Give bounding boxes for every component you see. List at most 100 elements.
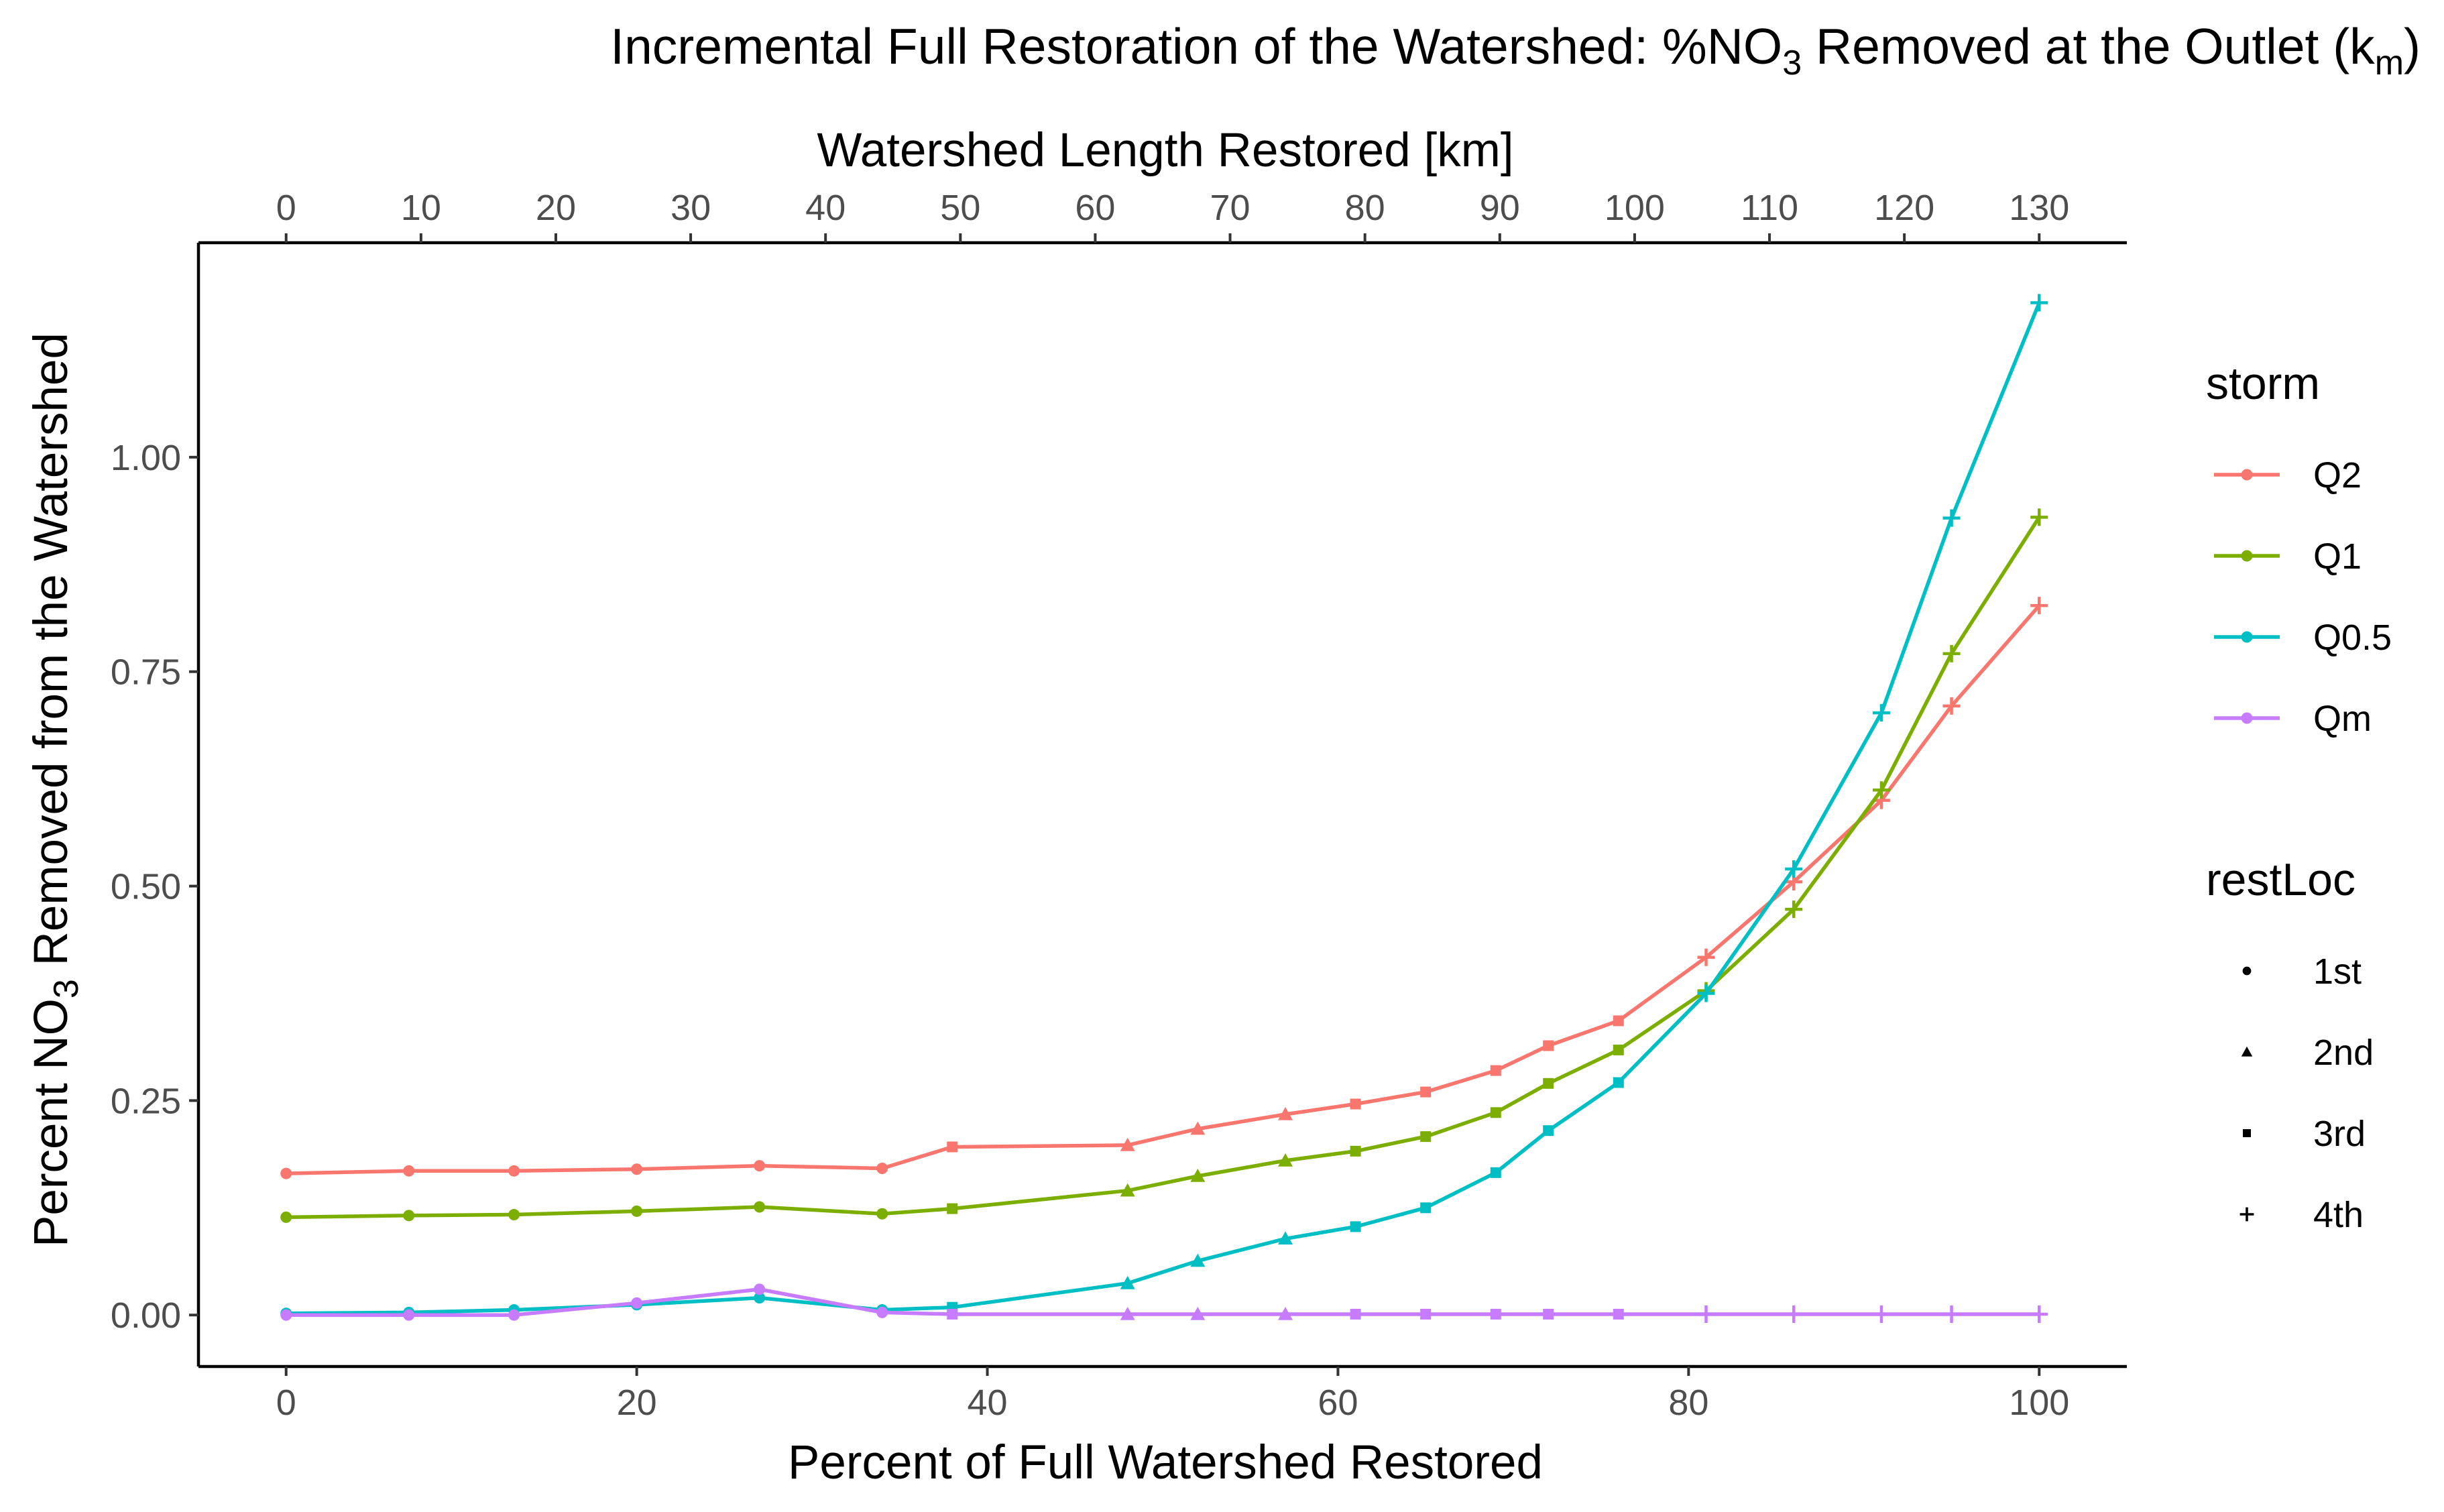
legend-item-q1: Q1 [2214, 536, 2362, 577]
x2-tick-label: 50 [940, 188, 980, 228]
y-tick-label: 0.00 [111, 1295, 181, 1336]
series-line [284, 515, 2042, 1220]
legend-label: 3rd [2313, 1114, 2366, 1154]
data-point [754, 1160, 766, 1172]
legend-item-4th: 4th [2239, 1195, 2364, 1235]
legend-shape-circle [2242, 966, 2252, 976]
x2-tick-label: 130 [2009, 188, 2069, 228]
x2-tick-label: 30 [671, 188, 711, 228]
legend-item-1st: 1st [2242, 951, 2362, 992]
data-point [1120, 1306, 1135, 1320]
x-tick-label: 40 [968, 1383, 1008, 1423]
data-point [403, 1165, 415, 1177]
data-point [1613, 1077, 1624, 1088]
data-point [1785, 900, 1803, 919]
x2-tick-label: 40 [805, 188, 846, 228]
data-point [280, 1309, 292, 1321]
data-point [1278, 1306, 1293, 1320]
data-point [1697, 948, 1715, 966]
legend-key-point [2241, 631, 2253, 643]
series-line [284, 1287, 2042, 1317]
data-point [1278, 1106, 1293, 1120]
x-tick-label: 60 [1318, 1383, 1358, 1423]
x2-tick-label: 120 [1874, 188, 1934, 228]
x-tick-label: 100 [2009, 1383, 2069, 1423]
legend-label: Q0.5 [2313, 618, 2392, 658]
data-point [2030, 1305, 2048, 1323]
x-axis-title: Percent of Full Watershed Restored [788, 1436, 1543, 1489]
legend-label: 4th [2313, 1195, 2364, 1235]
legend-item-q0-5: Q0.5 [2214, 618, 2392, 658]
legend-shape-triangle [2241, 1046, 2253, 1057]
data-point [1190, 1121, 1206, 1135]
data-point [1942, 509, 1961, 527]
data-point [1613, 1044, 1624, 1055]
data-point [947, 1203, 958, 1214]
legend-key-point [2241, 712, 2253, 724]
data-point [631, 1163, 643, 1175]
series-q1 [280, 508, 2048, 1223]
plot-area [280, 294, 2048, 1323]
data-point [2030, 294, 2048, 312]
legend-item-2nd: 2nd [2241, 1033, 2374, 1073]
data-point [876, 1162, 888, 1174]
data-point [631, 1205, 643, 1217]
data-point [1350, 1145, 1361, 1157]
data-point [1785, 1305, 1803, 1323]
legend-title-restloc: restLoc [2206, 854, 2355, 905]
data-point [1872, 781, 1890, 799]
data-point [1190, 1253, 1206, 1267]
data-point [1613, 1015, 1624, 1027]
data-point [508, 1165, 520, 1177]
data-point [1697, 984, 1715, 1002]
data-point [280, 1167, 292, 1179]
y-tick-label: 0.25 [111, 1081, 181, 1121]
legend-shape-group [2241, 1046, 2253, 1057]
data-point [1872, 704, 1890, 722]
legend-key-point [2241, 469, 2253, 481]
data-point [1543, 1125, 1554, 1137]
data-point [1190, 1168, 1206, 1182]
data-point [1942, 697, 1961, 715]
data-point [1785, 860, 1803, 878]
data-point [280, 1211, 292, 1223]
x2-tick-label: 100 [1605, 188, 1665, 228]
data-point [508, 1309, 520, 1321]
data-point [947, 1141, 958, 1153]
data-point [1613, 1308, 1624, 1320]
x-tick-label: 0 [276, 1383, 296, 1423]
data-point [876, 1208, 888, 1220]
data-point [1120, 1275, 1135, 1289]
legend-item-qm: Qm [2214, 699, 2372, 739]
legend-item-q2: Q2 [2214, 455, 2362, 496]
series-q0-5 [280, 294, 2048, 1320]
data-point [631, 1297, 643, 1309]
data-point [1697, 1305, 1715, 1323]
data-point [1420, 1086, 1432, 1098]
x-tick-label: 20 [617, 1383, 657, 1423]
y-tick-label: 1.00 [111, 438, 181, 478]
data-point [1490, 1107, 1501, 1118]
series-line [284, 603, 2042, 1175]
data-point [1350, 1221, 1361, 1232]
x2-tick-label: 110 [1741, 188, 1798, 228]
legend-label: Q2 [2313, 455, 2362, 496]
legend-shape-group [2242, 966, 2252, 976]
data-point [403, 1309, 415, 1321]
y-tick-label: 0.75 [111, 652, 181, 693]
data-point [1942, 1305, 1961, 1323]
data-point [1278, 1231, 1293, 1245]
legend-shape-square [2243, 1129, 2251, 1137]
x2-tick-label: 90 [1480, 188, 1520, 228]
data-point [1490, 1065, 1501, 1076]
series-q2 [280, 597, 2048, 1179]
data-point [1942, 644, 1961, 662]
legend-label: Qm [2313, 699, 2372, 739]
data-point [403, 1210, 415, 1222]
x-tick-label: 80 [1668, 1383, 1708, 1423]
data-point [947, 1308, 958, 1320]
data-point [1190, 1306, 1206, 1320]
data-point [876, 1306, 888, 1318]
